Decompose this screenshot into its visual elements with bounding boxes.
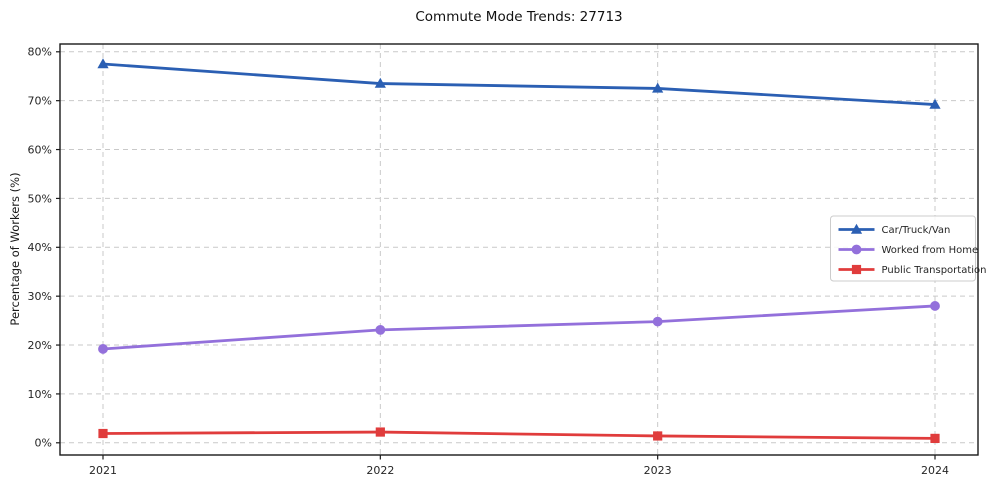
- circle-marker-icon: [930, 301, 940, 311]
- square-marker-icon: [375, 427, 385, 437]
- series-line: [101, 62, 937, 106]
- legend-triangle-up-icon: [850, 223, 863, 234]
- y-tick-label: 10%: [28, 388, 52, 401]
- y-tick-label: 80%: [28, 46, 52, 59]
- x-tick-label: 2023: [644, 464, 672, 477]
- square-marker-icon: [98, 428, 108, 439]
- y-tick-label: 60%: [28, 143, 52, 156]
- series-line: [101, 430, 937, 440]
- circle-marker-icon: [98, 344, 108, 354]
- legend-label: Worked from Home: [882, 245, 979, 256]
- legend-label: Public Transportation: [882, 265, 987, 276]
- legend-label: Car/Truck/Van: [882, 225, 951, 236]
- y-tick-label: 70%: [28, 95, 52, 108]
- circle-marker-icon: [375, 324, 386, 335]
- legend-square-icon: [851, 264, 862, 275]
- chart-title: Commute Mode Trends: 27713: [415, 9, 623, 25]
- plot-border: [59, 43, 979, 456]
- legend-circle-icon: [851, 244, 862, 255]
- legend-box: [830, 215, 976, 282]
- triangle-up-marker-icon: [929, 98, 941, 109]
- y-tick-label: 0%: [35, 437, 52, 450]
- y-tick-label: 50%: [28, 192, 52, 205]
- x-tick-label: 2024: [921, 464, 949, 477]
- triangle-up-marker-icon: [374, 77, 386, 88]
- square-marker-icon: [653, 431, 663, 441]
- circle-marker-icon: [652, 316, 663, 327]
- triangle-up-marker-icon: [652, 82, 664, 93]
- y-tick-label: 30%: [28, 290, 52, 303]
- square-marker-icon: [930, 433, 940, 444]
- y-tick-label: 20%: [28, 339, 52, 352]
- x-tick-label: 2021: [89, 464, 117, 477]
- series-line: [101, 304, 937, 351]
- y-tick-label: 40%: [28, 241, 52, 254]
- triangle-up-marker-icon: [97, 58, 109, 69]
- x-tick-label: 2022: [366, 464, 394, 477]
